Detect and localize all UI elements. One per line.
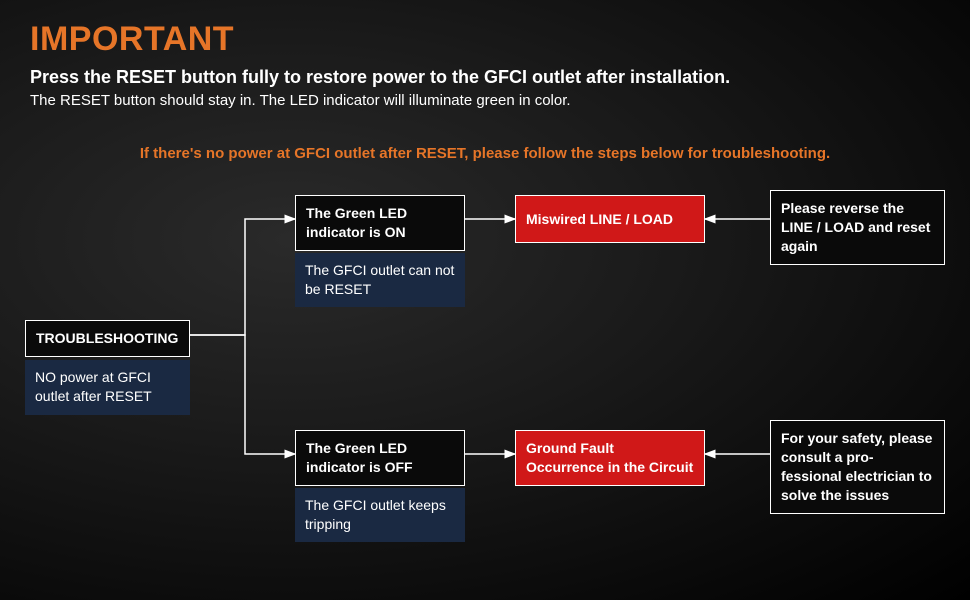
flowchart-node-led_on_desc: The GFCI outlet can not be RESET [295,253,465,307]
flowchart-node-root_title: TROUBLESHOOTING [25,320,190,357]
subtitle-normal: The RESET button should stay in. The LED… [30,92,940,109]
flowchart-node-reverse: Please reverse the LINE / LOAD and reset… [770,190,945,265]
flowchart-node-root_desc: NO power at GFCI outlet after RESET [25,360,190,415]
flowchart-node-miswired: Miswired LINE / LOAD [515,195,705,243]
flowchart-node-led_off_desc: The GFCI outlet keeps tripping [295,488,465,542]
flowchart-node-led_off: The Green LED indicator is OFF [295,430,465,486]
flowchart-node-ground_fault: Ground Fault Occurrence in the Circuit [515,430,705,486]
flowchart-node-consult: For your safety, please consult a pro-fe… [770,420,945,514]
troubleshoot-message: If there's no power at GFCI outlet after… [0,145,970,162]
subtitle-bold: Press the RESET button fully to restore … [30,67,940,88]
page-title: IMPORTANT [30,20,940,59]
flowchart-node-led_on: The Green LED indicator is ON [295,195,465,251]
header: IMPORTANT Press the RESET button fully t… [30,20,940,109]
